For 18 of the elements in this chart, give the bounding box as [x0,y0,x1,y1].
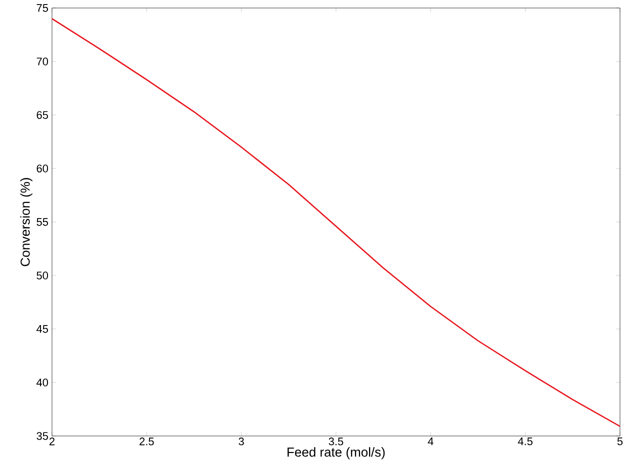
y-tick-label: 70 [36,58,48,66]
x-tick-label: 3 [238,438,244,446]
x-axis-title: Feed rate (mol/s) [288,447,385,460]
y-tick-label: 45 [36,325,48,333]
y-tick-label: 35 [36,432,48,440]
x-tick-label: 2 [49,438,55,446]
y-tick-label: 65 [36,111,48,119]
y-tick-label: 60 [36,164,48,172]
x-tick-label: 5 [617,438,623,446]
x-tick-label: 2.5 [140,438,154,446]
y-tick-label: 55 [36,218,48,226]
y-tick-label: 50 [36,272,48,280]
x-tick-label: 3.5 [328,438,344,446]
y-tick-label: 40 [36,378,48,386]
y-tick-label: 75 [36,4,48,12]
y-axis-title: Conversion (%) [20,178,32,266]
x-tick-label: 4 [428,438,434,446]
x-tick-label: 4.5 [518,438,533,446]
